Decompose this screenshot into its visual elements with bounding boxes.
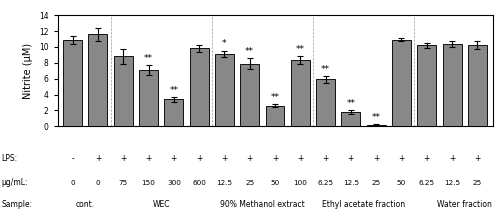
Text: **: ** (170, 86, 178, 95)
Text: Ethyl acetate fraction: Ethyl acetate fraction (322, 200, 405, 209)
Text: 12.5: 12.5 (216, 179, 232, 186)
Text: +: + (449, 154, 455, 163)
Bar (240, 64, 259, 126)
Bar (418, 45, 436, 126)
Text: WEC: WEC (152, 200, 170, 209)
Text: +: + (246, 154, 253, 163)
Text: 600: 600 (192, 179, 206, 186)
Text: -: - (72, 154, 74, 163)
Text: 75: 75 (118, 179, 128, 186)
Text: 90% Methanol extract: 90% Methanol extract (220, 200, 304, 209)
Text: 300: 300 (167, 179, 181, 186)
Text: Water fraction: Water fraction (437, 200, 492, 209)
Text: 50: 50 (397, 179, 406, 186)
Text: +: + (322, 154, 329, 163)
Text: **: ** (321, 65, 330, 74)
Text: 12.5: 12.5 (343, 179, 359, 186)
Text: +: + (272, 154, 278, 163)
Text: Sample:: Sample: (1, 200, 32, 209)
Text: +: + (196, 154, 202, 163)
Text: 0: 0 (96, 179, 100, 186)
Text: **: ** (144, 54, 153, 63)
Bar (442, 44, 462, 126)
Text: **: ** (245, 47, 254, 56)
Text: 150: 150 (142, 179, 156, 186)
Bar (468, 45, 487, 126)
Bar (392, 40, 411, 126)
Text: 100: 100 (294, 179, 307, 186)
Bar (63, 40, 82, 126)
Text: **: ** (296, 45, 305, 54)
Y-axis label: Nitrite (μM): Nitrite (μM) (24, 43, 34, 99)
Text: cont.: cont. (76, 200, 95, 209)
Text: 25: 25 (245, 179, 254, 186)
Text: +: + (398, 154, 404, 163)
Text: 6.25: 6.25 (418, 179, 435, 186)
Text: +: + (474, 154, 480, 163)
Text: +: + (170, 154, 177, 163)
Text: +: + (348, 154, 354, 163)
Bar (139, 70, 158, 126)
Text: 6.25: 6.25 (318, 179, 334, 186)
Text: **: ** (270, 93, 280, 102)
Text: μg/mL:: μg/mL: (1, 178, 28, 187)
Bar (316, 79, 335, 126)
Text: 0: 0 (70, 179, 75, 186)
Text: **: ** (372, 113, 380, 122)
Text: +: + (120, 154, 126, 163)
Text: **: ** (346, 99, 356, 108)
Bar (190, 48, 208, 126)
Bar (215, 54, 234, 126)
Text: +: + (146, 154, 152, 163)
Bar (366, 125, 386, 126)
Bar (266, 106, 284, 126)
Text: +: + (297, 154, 304, 163)
Text: +: + (95, 154, 101, 163)
Text: +: + (221, 154, 228, 163)
Text: LPS:: LPS: (1, 154, 17, 163)
Text: 50: 50 (270, 179, 280, 186)
Bar (164, 99, 184, 126)
Text: 25: 25 (372, 179, 381, 186)
Text: *: * (222, 40, 226, 48)
Text: +: + (373, 154, 380, 163)
Bar (88, 34, 108, 126)
Bar (291, 60, 310, 126)
Text: 12.5: 12.5 (444, 179, 460, 186)
Text: 25: 25 (472, 179, 482, 186)
Bar (114, 56, 132, 126)
Text: +: + (424, 154, 430, 163)
Bar (342, 112, 360, 126)
